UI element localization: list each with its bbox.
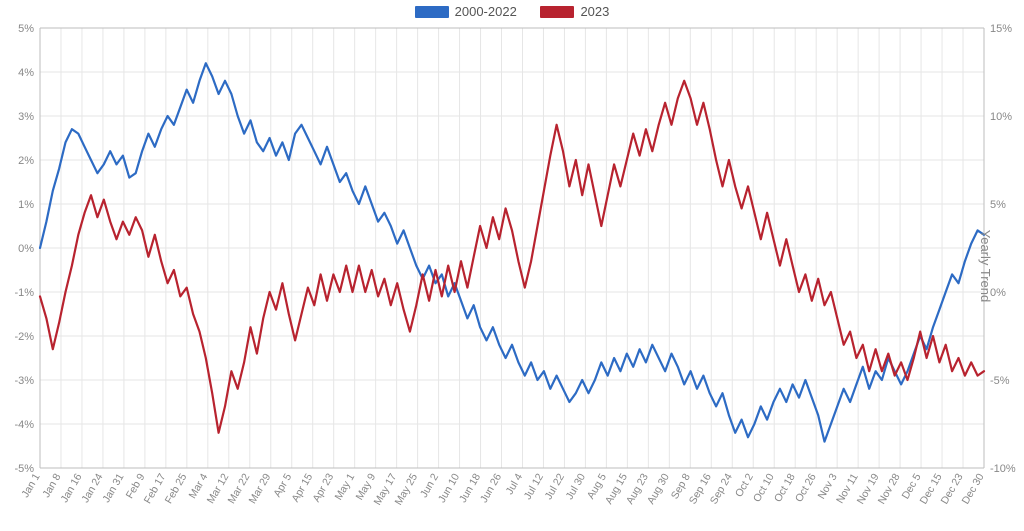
left-tick-label: 3% <box>18 111 34 123</box>
left-tick-label: -2% <box>14 331 34 343</box>
series-line-historical <box>40 63 984 441</box>
chart-svg: Jan 1Jan 8Jan 16Jan 24Jan 31Feb 9Feb 17F… <box>0 0 1024 531</box>
seasonality-line-chart: 2000-2022 2023 Yearly Trend Jan 1Jan 8Ja… <box>0 0 1024 531</box>
left-tick-label: 2% <box>18 155 34 167</box>
left-tick-label: 5% <box>18 23 34 35</box>
x-tick-label: May 1 <box>333 471 358 502</box>
chart-legend: 2000-2022 2023 <box>0 4 1024 21</box>
right-axis-title: Yearly Trend <box>978 229 993 302</box>
left-tick-label: -4% <box>14 419 34 431</box>
left-tick-label: 0% <box>18 243 34 255</box>
x-tick-label: Apr 23 <box>310 471 336 504</box>
x-tick-label: Jan 1 <box>19 471 42 499</box>
right-tick-label: 5% <box>990 199 1006 211</box>
left-tick-label: 1% <box>18 199 34 211</box>
x-tick-label: Jun 26 <box>478 471 504 504</box>
legend-label-current: 2023 <box>580 4 609 19</box>
x-tick-label: Oct 26 <box>793 471 819 504</box>
legend-swatch-current <box>540 6 574 18</box>
legend-item-current: 2023 <box>540 4 609 19</box>
x-tick-label: Jul 22 <box>543 471 567 501</box>
left-tick-label: -3% <box>14 375 34 387</box>
left-tick-label: 4% <box>18 67 34 79</box>
x-tick-label: Jul 4 <box>504 471 526 496</box>
left-tick-label: -1% <box>14 287 34 299</box>
x-tick-label: Jul 12 <box>522 471 546 501</box>
legend-label-historical: 2000-2022 <box>455 4 517 19</box>
right-tick-label: -10% <box>990 463 1016 475</box>
right-tick-label: -5% <box>990 375 1010 387</box>
legend-item-historical: 2000-2022 <box>415 4 517 19</box>
left-tick-label: -5% <box>14 463 34 475</box>
x-tick-label: Jan 31 <box>100 471 126 504</box>
right-tick-label: 15% <box>990 23 1012 35</box>
right-tick-label: 10% <box>990 111 1012 123</box>
x-tick-label: Jul 30 <box>564 471 588 501</box>
legend-swatch-historical <box>415 6 449 18</box>
